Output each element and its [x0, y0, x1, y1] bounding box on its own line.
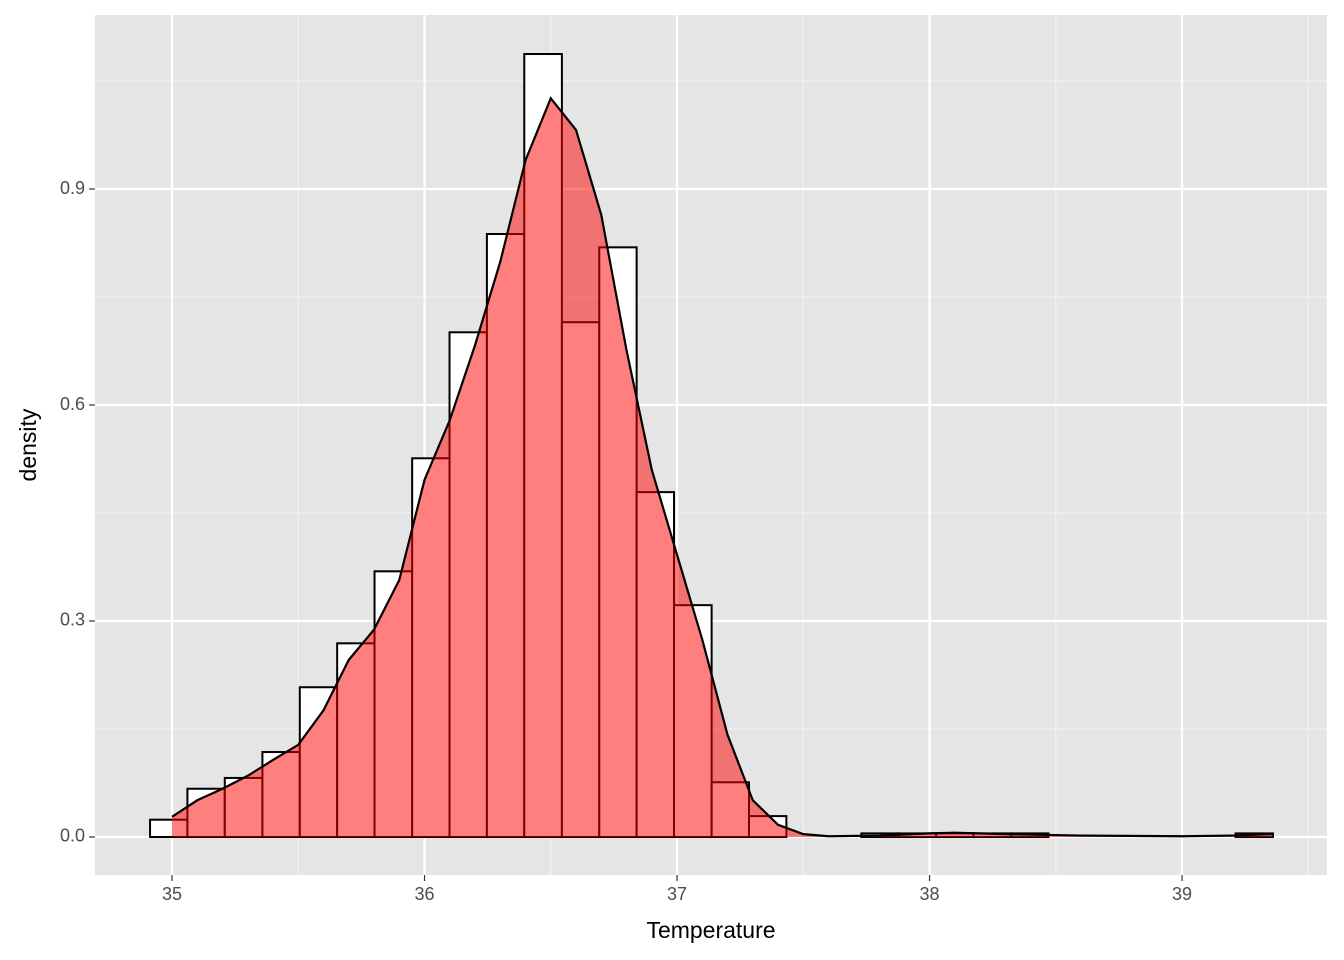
x-tick-label: 38	[920, 884, 940, 904]
y-tick-label: 0.0	[60, 826, 85, 846]
density-line	[171, 96, 1273, 838]
x-tick-label: 35	[162, 884, 182, 904]
y-tick-label: 0.9	[60, 178, 85, 198]
y-axis-title: density	[15, 408, 41, 481]
x-tick-label: 37	[667, 884, 687, 904]
x-axis-title: Temperature	[646, 917, 775, 943]
density-area	[172, 98, 1273, 837]
x-tick-label: 39	[1172, 884, 1192, 904]
y-tick-label: 0.6	[60, 394, 85, 414]
y-tick-label: 0.3	[60, 610, 85, 630]
x-tick-label: 36	[415, 884, 435, 904]
